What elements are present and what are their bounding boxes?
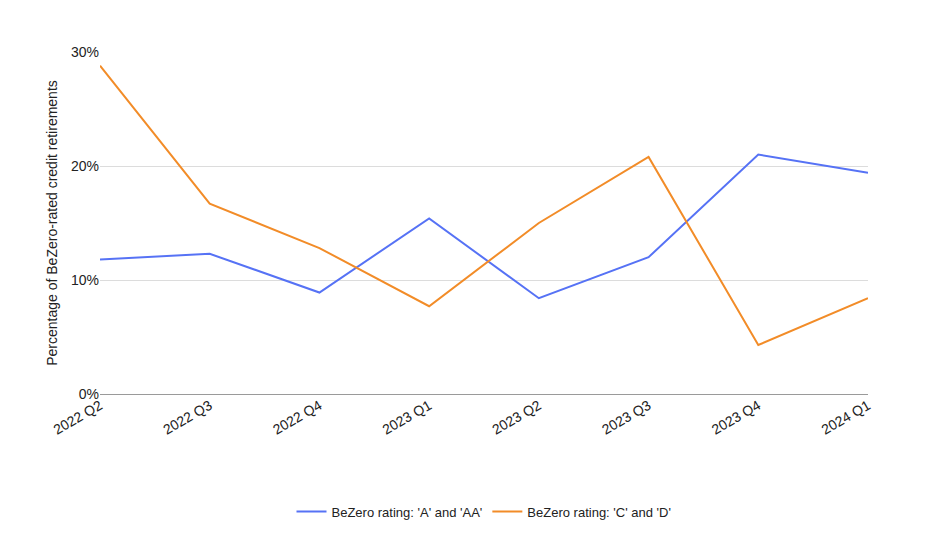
svg-text:2022 Q4: 2022 Q4 [270, 397, 325, 438]
svg-text:2023 Q4: 2023 Q4 [709, 397, 764, 438]
svg-text:2023 Q2: 2023 Q2 [489, 397, 544, 438]
svg-text:0%: 0% [79, 386, 99, 402]
svg-text:BeZero rating: 'C' and 'D': BeZero rating: 'C' and 'D' [527, 505, 671, 520]
svg-text:30%: 30% [71, 44, 99, 60]
svg-text:2023 Q3: 2023 Q3 [599, 397, 654, 438]
svg-text:2024 Q1: 2024 Q1 [818, 397, 873, 438]
svg-text:Percentage of BeZero-rated cre: Percentage of BeZero-rated credit retire… [44, 80, 60, 366]
svg-text:20%: 20% [71, 158, 99, 174]
svg-text:10%: 10% [71, 272, 99, 288]
svg-text:2022 Q3: 2022 Q3 [160, 397, 215, 438]
svg-text:2023 Q1: 2023 Q1 [380, 397, 435, 438]
svg-text:BeZero rating: 'A' and 'AA': BeZero rating: 'A' and 'AA' [332, 505, 483, 520]
svg-text:2022 Q2: 2022 Q2 [50, 397, 105, 438]
